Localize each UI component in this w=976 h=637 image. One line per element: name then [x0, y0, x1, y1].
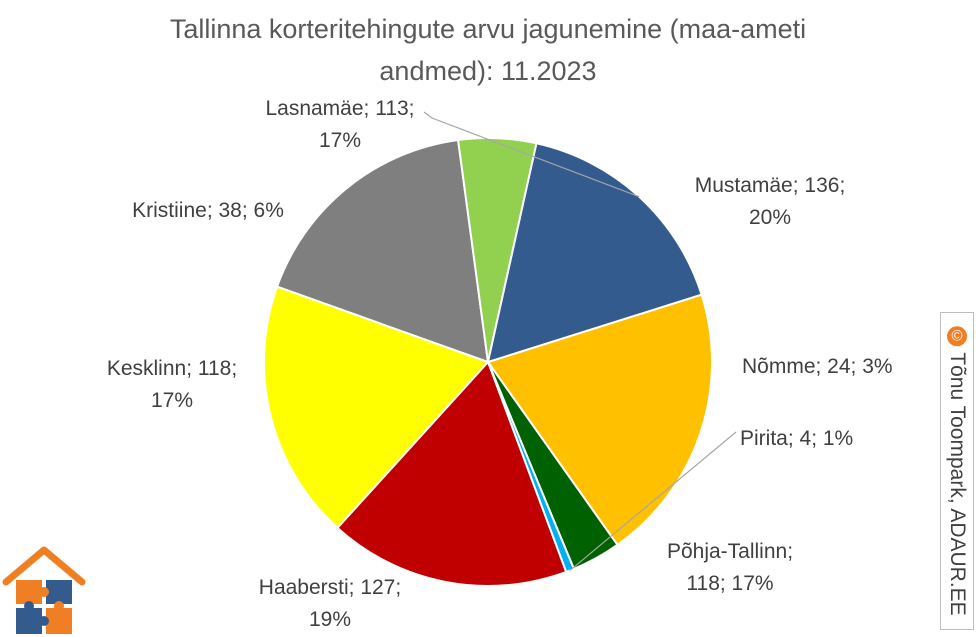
- data-labels: Mustamäe; 136; 20% Nõmme; 24; 3% Pirita; 4;…: [107, 97, 893, 631]
- slice-mustamäe: [486, 293, 713, 547]
- label-kristiine: Kristiine; 38; 6%: [132, 199, 284, 222]
- slice-põhja-tallinn: [336, 360, 568, 587]
- label-põhja-tallinn: Põhja-Tallinn; 118; 17%: [667, 540, 793, 595]
- leader-line-lasnamäe: [423, 111, 640, 198]
- label-mustamäe: Mustamäe; 136; 20%: [695, 174, 846, 229]
- leader-line-pirita: [569, 431, 737, 571]
- chart-title: Tallinna korteritehingute arvu jagunemin…: [170, 14, 806, 86]
- copyright-text: Tõnu Toompark, ADAUR.EE: [946, 352, 969, 616]
- copyright-icon: ©: [947, 326, 967, 347]
- chart-title-line-1: Tallinna korteritehingute arvu jagunemin…: [170, 14, 806, 44]
- label-lasnamäe: Lasnamäe; 113; 17%: [265, 97, 414, 152]
- label-nõmme: Nõmme; 24; 3%: [742, 355, 893, 378]
- house-puzzle-logo: [2, 546, 86, 634]
- label-haabersti: Haabersti; 127; 19%: [259, 576, 401, 631]
- slice-kesklinn: [275, 138, 490, 364]
- leader-lines: [423, 111, 737, 571]
- chart-title-line-2: andmed): 11.2023: [379, 56, 596, 86]
- label-pirita: Pirita; 4; 1%: [740, 427, 853, 450]
- pie-slices: [263, 137, 713, 587]
- slice-haabersti: [263, 285, 490, 530]
- slice-lasnamäe: [486, 142, 703, 364]
- label-kesklinn: Kesklinn; 118; 17%: [107, 357, 237, 412]
- copyright-caption: © Tõnu Toompark, ADAUR.EE: [940, 312, 974, 630]
